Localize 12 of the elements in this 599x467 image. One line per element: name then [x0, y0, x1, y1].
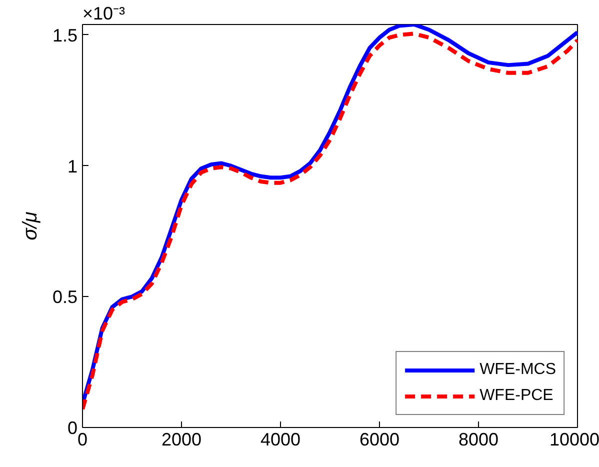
y-tick-label: 1.5 [52, 25, 78, 46]
y-tick-label: 0.5 [52, 287, 78, 308]
text: ×10⁻³ [82, 4, 126, 24]
x-tick-label: 2000 [161, 430, 202, 450]
legend-label: WFE-PCE [480, 387, 554, 405]
y-tick-label: 1 [67, 156, 78, 176]
x-tick-label: 4000 [260, 430, 301, 450]
x-tick-label: 8000 [458, 430, 499, 450]
legend-label: WFE-MCS [480, 361, 556, 379]
y-axis-title: σ/μ [19, 212, 42, 240]
x-tick-label: 6000 [359, 430, 400, 450]
x-tick-label: 10000 [549, 430, 599, 450]
